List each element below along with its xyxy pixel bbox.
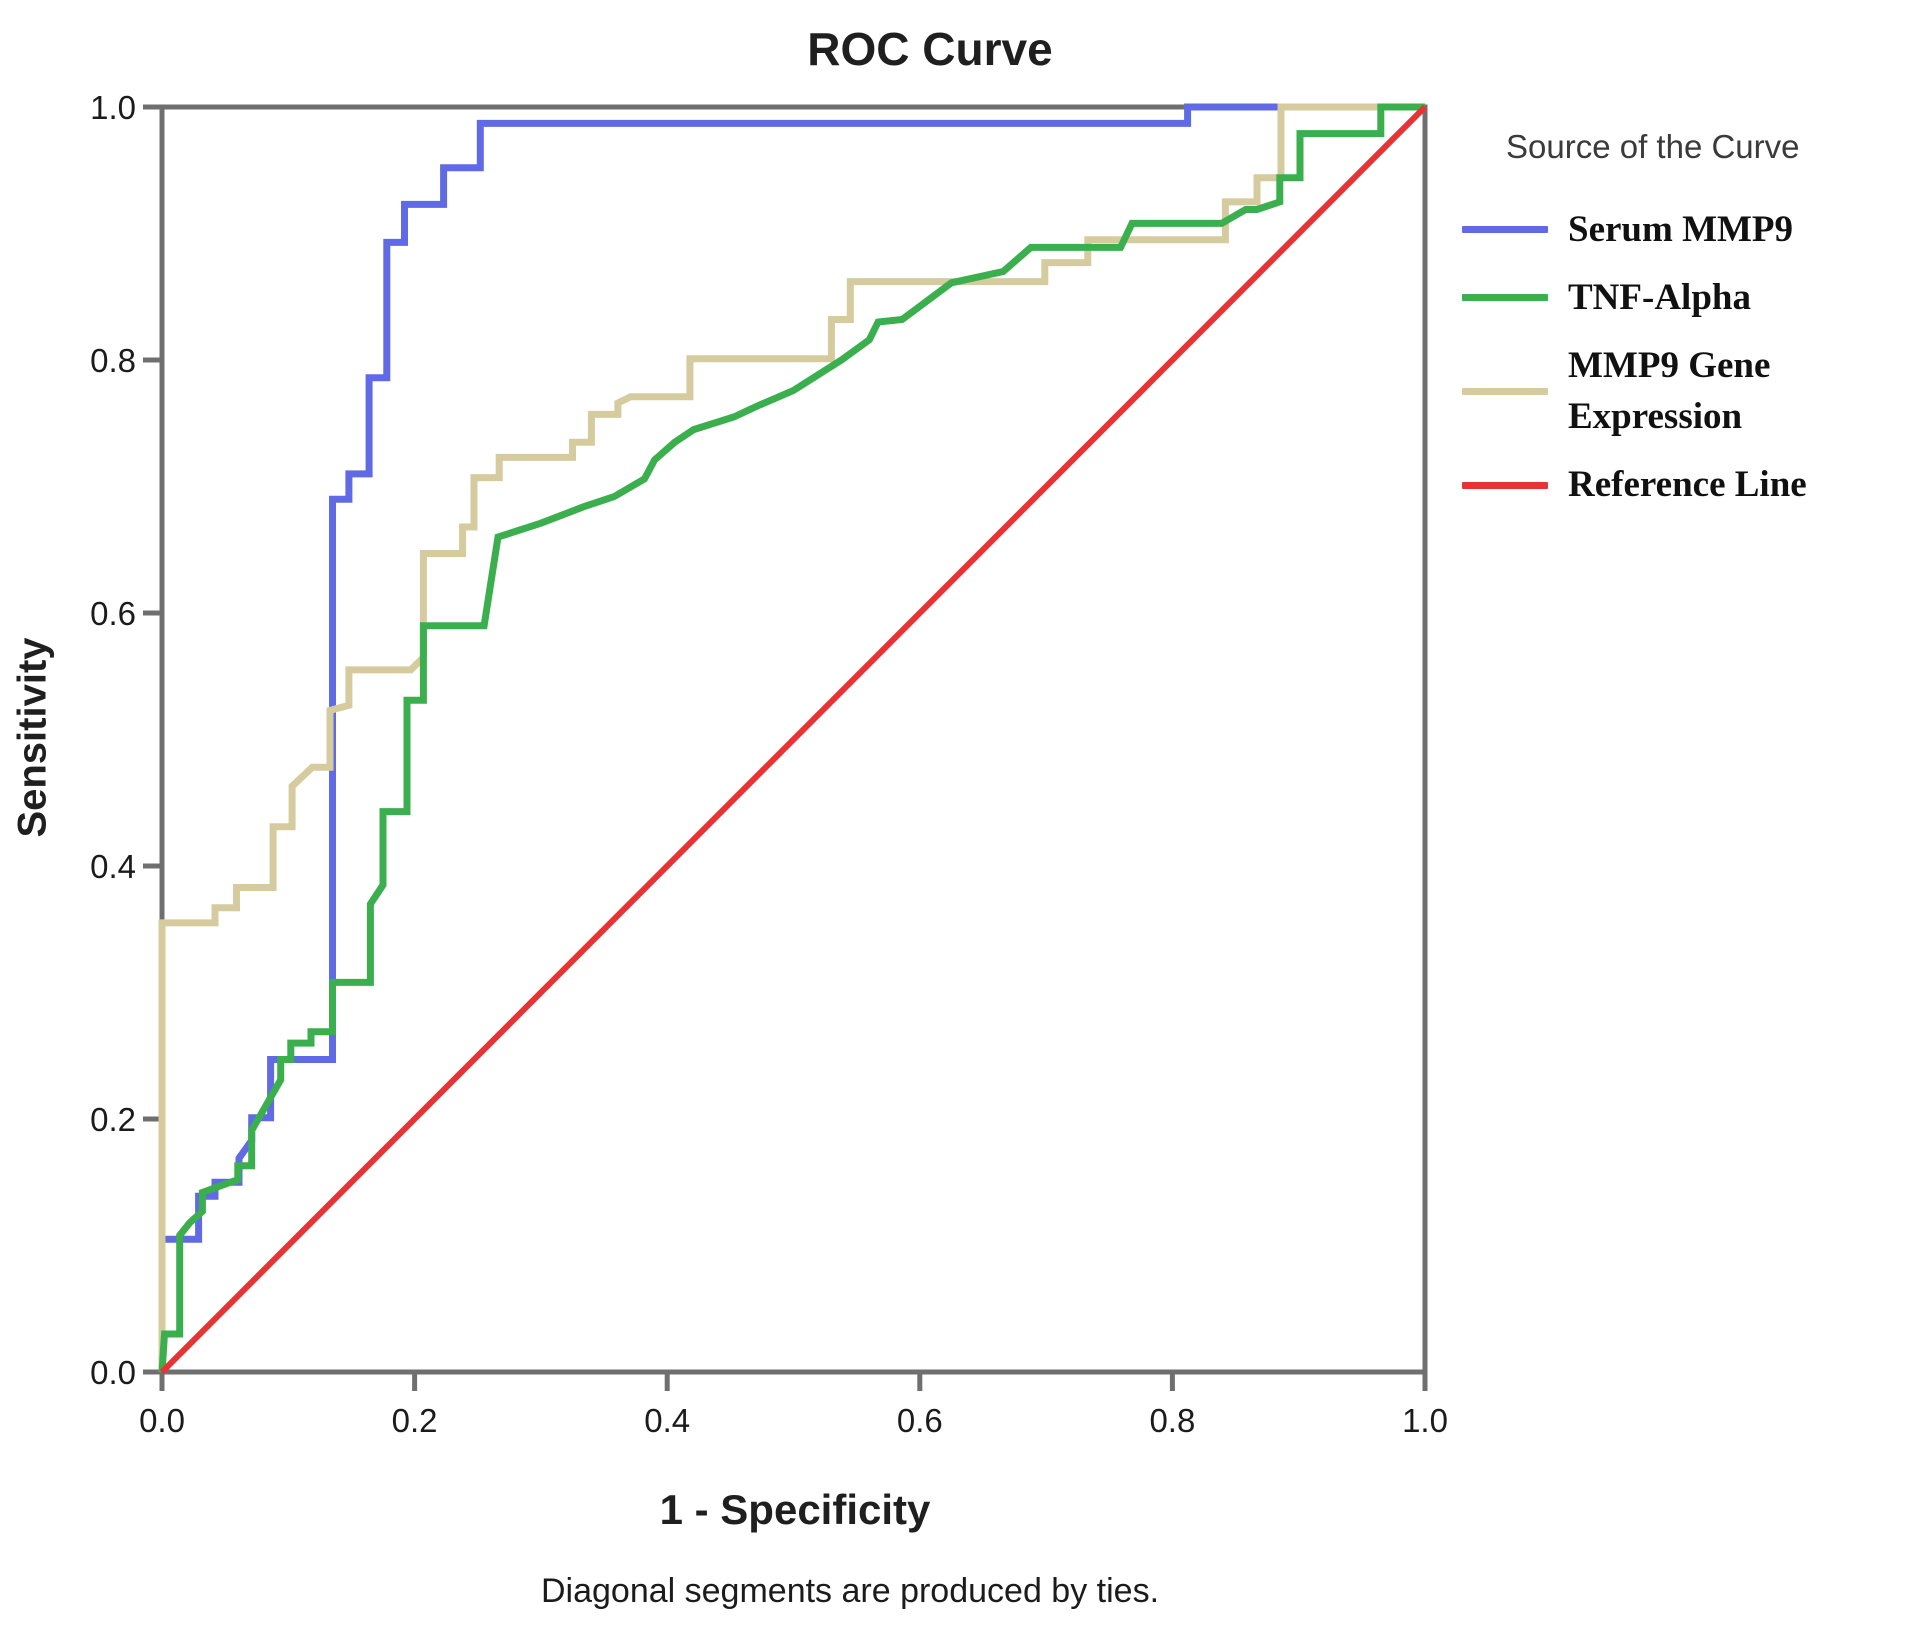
x-tick-label: 0.8 xyxy=(1149,1402,1195,1439)
y-axis-title: Sensitivity xyxy=(10,637,55,838)
x-axis-title: 1 - Specificity xyxy=(659,1486,931,1533)
y-tick-label: 1.0 xyxy=(90,89,136,126)
tnf-alpha-curve xyxy=(158,103,1425,1373)
mmp9-gene-expression-curve xyxy=(158,103,1425,1372)
legend: Source of the Curve Serum MMP9 TNF-Alpha M… xyxy=(1462,128,1902,527)
y-tick-label: 0.8 xyxy=(90,342,136,379)
x-tick-label: 0.0 xyxy=(139,1402,185,1439)
x-tick-label: 1.0 xyxy=(1402,1402,1448,1439)
legend-entry-reference-line: Reference Line xyxy=(1462,459,1902,511)
y-tick-label: 0.0 xyxy=(90,1354,136,1391)
legend-entry-mmp9-gene-expression: MMP9 Gene Expression xyxy=(1462,340,1902,444)
y-tick-label: 0.6 xyxy=(90,595,136,632)
y-tick-label: 0.4 xyxy=(90,848,136,885)
serum-mmp9-label: Serum MMP9 xyxy=(1568,209,1794,250)
legend-entries: Serum MMP9 TNF-Alpha MMP9 Gene Expression R… xyxy=(1462,204,1902,511)
x-tick-label: 0.4 xyxy=(644,1402,690,1439)
x-tick-label: 0.6 xyxy=(897,1402,943,1439)
tnf-alpha-label: TNF-Alpha xyxy=(1568,276,1751,318)
legend-entry-tnf-alpha: TNF-Alpha xyxy=(1462,272,1902,324)
x-tick-label: 0.2 xyxy=(392,1402,438,1439)
y-tick-label: 0.2 xyxy=(90,1101,136,1138)
reference-line-curve xyxy=(159,104,1428,1375)
legend-entry-serum-mmp9: Serum MMP9 xyxy=(1462,204,1902,256)
legend-title: Source of the Curve xyxy=(1506,128,1800,165)
ties-footnote: Diagonal segments are produced by ties. xyxy=(540,1572,1160,1610)
tnf-alpha-swatch xyxy=(1462,294,1548,302)
mmp9-gene-expression-label: MMP9 Gene Expression xyxy=(1568,344,1771,438)
chart-title: ROC Curve xyxy=(807,23,1053,75)
reference-line-swatch xyxy=(1462,481,1548,489)
reference-line-label: Reference Line xyxy=(1568,464,1807,506)
mmp9-gene-expression-swatch xyxy=(1462,387,1548,395)
serum-mmp9-swatch xyxy=(1462,226,1548,234)
